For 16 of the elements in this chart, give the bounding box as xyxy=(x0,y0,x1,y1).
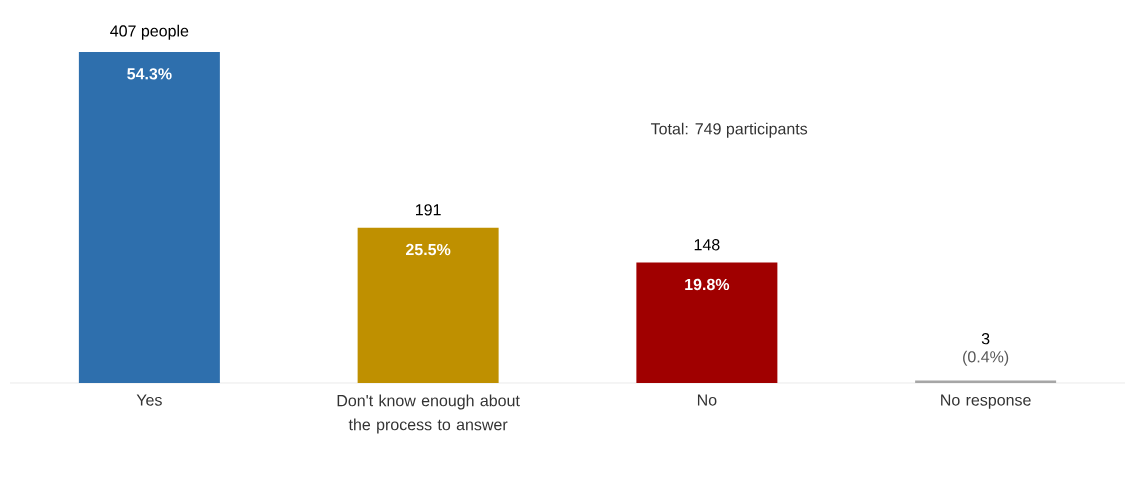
x-tick-label: Don't know enough about the process to answer xyxy=(337,394,520,434)
annotation: 25.5% xyxy=(405,243,451,256)
data-label: 407 people xyxy=(110,24,189,40)
annotation: 54.3% xyxy=(127,68,172,80)
data-label: 191 xyxy=(416,204,441,216)
x-tick-label: No xyxy=(697,394,717,406)
data-label: 148 xyxy=(694,239,720,251)
bar xyxy=(78,51,220,383)
data-label: 3 xyxy=(981,333,990,345)
x-tick-label: No response xyxy=(941,394,1031,409)
bar xyxy=(357,227,499,383)
annotation: 19.8% xyxy=(685,278,730,291)
bar xyxy=(636,262,778,383)
annotation: (0.4%) xyxy=(963,350,1009,366)
x-tick-label: Yes xyxy=(136,394,162,406)
annotation: Total: 749 participants xyxy=(650,122,808,138)
